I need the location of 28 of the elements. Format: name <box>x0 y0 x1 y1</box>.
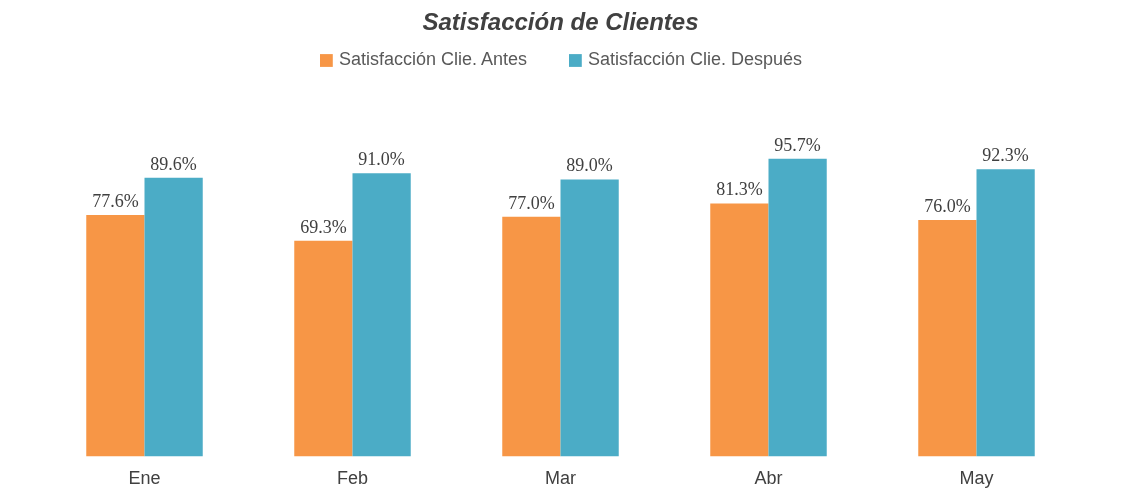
x-tick-label: May <box>959 467 994 488</box>
bar <box>768 158 827 457</box>
data-label: 92.3% <box>982 145 1029 166</box>
chart-title: Satisfacción de Clientes <box>422 7 699 35</box>
legend-label: Satisfacción Clie. Después <box>588 49 803 70</box>
bar <box>560 179 619 457</box>
bar <box>352 173 411 457</box>
bar <box>86 214 145 457</box>
bar <box>502 216 561 457</box>
data-label: 91.0% <box>358 149 405 170</box>
bar <box>144 177 203 457</box>
data-label: 77.6% <box>92 190 139 211</box>
data-label: 76.0% <box>924 195 971 216</box>
data-label: 89.6% <box>150 153 197 174</box>
data-label: 81.3% <box>716 179 763 200</box>
x-tick-label: Feb <box>336 467 369 488</box>
bar <box>710 203 769 457</box>
data-label: 69.3% <box>300 216 347 237</box>
bar <box>294 240 353 457</box>
x-tick-label: Abr <box>754 467 783 488</box>
bar <box>918 219 977 457</box>
x-tick-label: Mar <box>545 467 577 488</box>
data-label: 77.0% <box>508 192 555 213</box>
data-label: 95.7% <box>774 134 821 155</box>
x-tick-label: Ene <box>128 467 161 488</box>
bar <box>976 169 1035 457</box>
data-label: 89.0% <box>566 155 613 176</box>
legend-label: Satisfacción Clie. Antes <box>338 49 527 70</box>
